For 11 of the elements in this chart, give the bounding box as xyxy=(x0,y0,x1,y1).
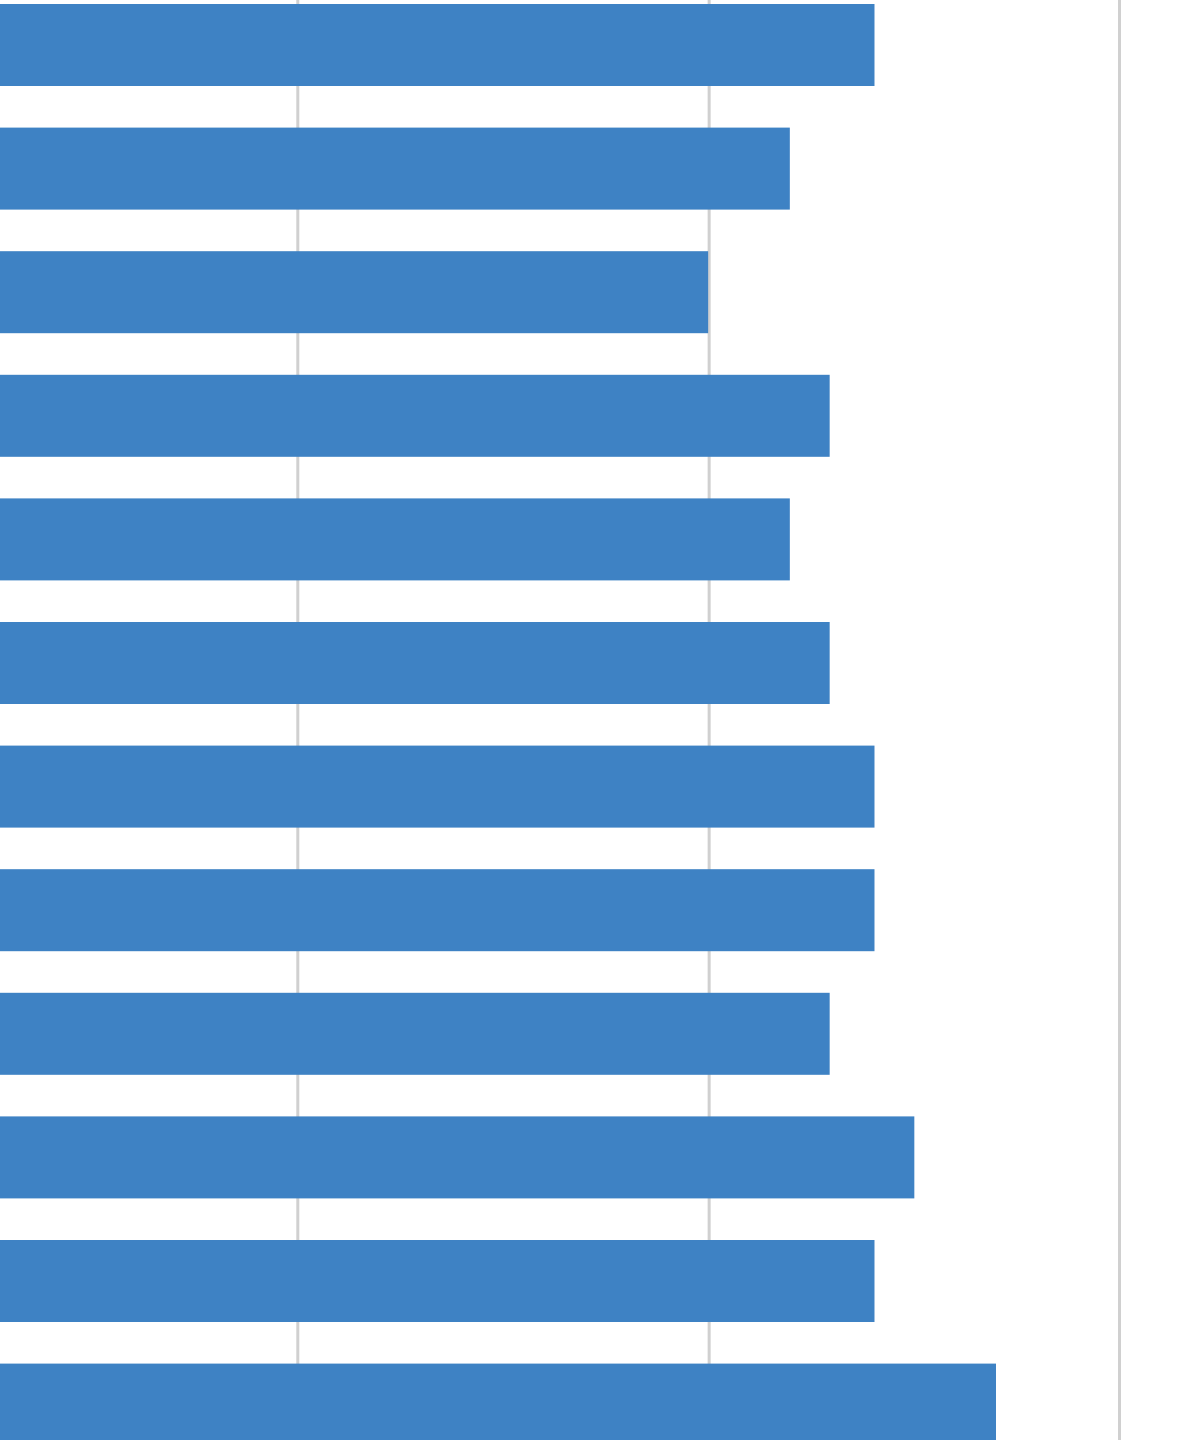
bar xyxy=(0,1116,915,1199)
bar xyxy=(0,869,875,952)
bar xyxy=(0,4,875,86)
bar xyxy=(0,1240,875,1322)
bar xyxy=(0,251,709,334)
bar xyxy=(0,745,875,828)
bar xyxy=(0,992,830,1075)
bar xyxy=(0,127,790,210)
bar xyxy=(0,622,830,704)
bar xyxy=(0,498,790,581)
bar xyxy=(0,374,830,457)
